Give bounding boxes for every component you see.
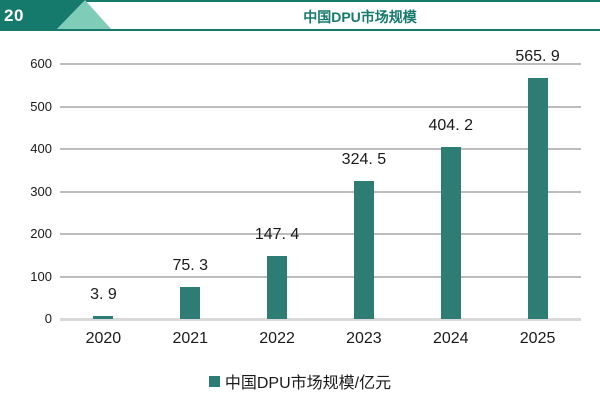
bar-slot-2020: 3. 9 2020 (60, 64, 147, 347)
bar-value-label-2025: 565. 9 (515, 48, 560, 65)
bar-2023 (353, 181, 374, 319)
bar-value-label-2023: 324. 5 (341, 151, 387, 168)
header-top-rule (0, 0, 600, 2)
bar-value-label-2020: 3. 9 (90, 286, 117, 303)
x-tick-label-2025: 2025 (519, 330, 556, 347)
gridline-200 (60, 233, 581, 235)
bar-chart-plot-area: 3. 9 2020 75. 3 2021 147. 4 2022 324. 5 2023 404… (60, 48, 581, 347)
bar-2021 (180, 287, 201, 319)
y-axis: 0 100 200 300 400 500 600 (0, 56, 52, 326)
x-tick-label-2022: 2022 (259, 330, 295, 347)
page-title: 中国DPU市场规模 (303, 9, 417, 25)
x-tick-label-2023: 2023 (346, 330, 382, 347)
bar-value-label-2021: 75. 3 (172, 257, 209, 274)
y-tick-label-200: 200 (30, 226, 52, 241)
bar-slot-2024: 404. 2 2024 (407, 64, 494, 347)
y-tick-label-400: 400 (30, 141, 52, 156)
gridline-300 (60, 190, 581, 193)
gridline-500 (60, 105, 581, 108)
bar-2020 (93, 316, 114, 319)
y-tick-label-100: 100 (30, 268, 52, 284)
bar-slot-2021: 75. 3 2021 (147, 64, 234, 347)
page-number: 20 (4, 6, 24, 25)
x-tick-label-2021: 2021 (172, 330, 209, 347)
bar-2024 (440, 147, 461, 319)
page-number-banner (0, 0, 111, 29)
bar-slot-2022: 147. 4 2022 (234, 64, 321, 347)
gridline-400 (60, 148, 581, 150)
header-bottom-rule (0, 29, 600, 31)
x-tick-label-2020: 2020 (85, 330, 122, 347)
bar-slot-2025: 565. 9 2025 (494, 48, 581, 347)
bar-value-label-2022: 147. 4 (254, 226, 300, 243)
y-tick-label-500: 500 (30, 98, 52, 114)
y-tick-label-600: 600 (30, 56, 52, 71)
banner-dark-shape (0, 0, 85, 29)
banner-light-wedge (57, 0, 111, 29)
legend-label: 中国DPU市场规模/亿元 (224, 375, 392, 392)
bar-value-label-2024: 404. 2 (428, 117, 473, 134)
y-tick-label-300: 300 (30, 183, 52, 199)
bar-2025 (527, 78, 548, 319)
gridline-100 (60, 275, 581, 278)
bar-2022 (267, 256, 288, 319)
x-tick-label-2024: 2024 (432, 330, 469, 347)
x-axis-line (60, 318, 581, 321)
bar-slot-2023: 324. 5 2023 (321, 64, 408, 347)
gridline-600 (60, 63, 581, 65)
legend-swatch-icon (208, 375, 220, 387)
chart-legend: 中国DPU市场规模/亿元 (0, 369, 600, 393)
y-tick-label-0: 0 (44, 311, 52, 326)
